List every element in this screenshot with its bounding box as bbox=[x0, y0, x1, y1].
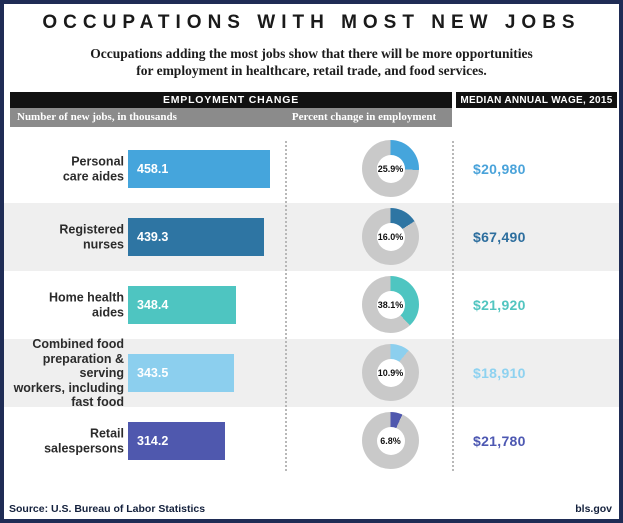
page-title: OCCUPATIONS WITH MOST NEW JOBS bbox=[42, 12, 581, 33]
jobs-bar: 343.5 bbox=[128, 354, 235, 392]
jobs-bar: 458.1 bbox=[128, 150, 270, 188]
wage-value: $21,780 bbox=[473, 433, 526, 449]
percent-donut: 16.0% bbox=[362, 208, 419, 265]
percent-donut: 38.1% bbox=[362, 276, 419, 333]
subtitle: Occupations adding the most jobs show th… bbox=[4, 45, 619, 79]
occupation-row: Home health aides 348.4 38.1% $21,920 bbox=[4, 271, 619, 339]
occupation-label: Retail salespersons bbox=[44, 426, 124, 456]
wage-value: $21,920 bbox=[473, 297, 526, 313]
jobs-bar: 439.3 bbox=[128, 218, 265, 256]
occupation-label: Personal care aides bbox=[62, 154, 124, 184]
donut-hole: 38.1% bbox=[376, 290, 405, 319]
jobs-bar-value: 314.2 bbox=[137, 434, 169, 448]
jobs-bar: 314.2 bbox=[128, 422, 226, 460]
jobs-bar-value: 439.3 bbox=[137, 230, 169, 244]
occupation-row: Combined food preparation & serving work… bbox=[4, 336, 619, 409]
jobs-bar-value: 458.1 bbox=[137, 162, 169, 176]
donut-hole: 10.9% bbox=[376, 358, 405, 387]
percent-label: 38.1% bbox=[376, 299, 405, 310]
column-divider-right bbox=[452, 141, 454, 471]
wage-value: $20,980 bbox=[473, 161, 526, 177]
percent-donut: 25.9% bbox=[362, 140, 419, 197]
jobs-bar: 348.4 bbox=[128, 286, 236, 324]
jobs-column-header: Number of new jobs, in thousands bbox=[17, 111, 177, 123]
donut-hole: 16.0% bbox=[376, 222, 405, 251]
occupation-row: Retail salespersons 314.2 6.8% $21,780 bbox=[4, 407, 619, 475]
percent-label: 6.8% bbox=[379, 435, 402, 446]
occupation-row: Registered nurses 439.3 16.0% $67,490 bbox=[4, 203, 619, 271]
percent-donut: 10.9% bbox=[362, 344, 419, 401]
column-divider-left bbox=[285, 141, 287, 471]
source-credit: Source: U.S. Bureau of Labor Statistics bbox=[9, 503, 206, 515]
jobs-bar-value: 348.4 bbox=[137, 298, 169, 312]
subtitle-line-2: for employment in healthcare, retail tra… bbox=[136, 63, 487, 78]
wage-value: $67,490 bbox=[473, 229, 526, 245]
occupation-label: Combined food preparation & serving work… bbox=[13, 336, 124, 409]
employment-change-header: EMPLOYMENT CHANGE bbox=[10, 92, 452, 108]
percent-column-header: Percent change in employment bbox=[291, 111, 437, 123]
wage-value: $18,910 bbox=[473, 365, 526, 381]
donut-hole: 6.8% bbox=[376, 426, 405, 455]
occupation-label: Home health aides bbox=[48, 290, 124, 320]
percent-label: 16.0% bbox=[376, 231, 405, 242]
median-wage-header: MEDIAN ANNUAL WAGE, 2015 bbox=[456, 92, 617, 108]
occupation-label: Registered nurses bbox=[59, 222, 124, 252]
subheader-bar: Number of new jobs, in thousands Percent… bbox=[10, 108, 452, 127]
bls-site-label: bls.gov bbox=[575, 503, 612, 515]
rows: Personal care aides 458.1 25.9% $20,980 Regi… bbox=[4, 135, 619, 475]
footer: Source: U.S. Bureau of Labor Statistics … bbox=[4, 503, 619, 519]
percent-label: 10.9% bbox=[376, 367, 405, 378]
percent-label: 25.9% bbox=[376, 163, 405, 174]
donut-hole: 25.9% bbox=[376, 154, 405, 183]
jobs-bar-value: 343.5 bbox=[137, 366, 169, 380]
occupation-row: Personal care aides 458.1 25.9% $20,980 bbox=[4, 135, 619, 203]
subtitle-line-1: Occupations adding the most jobs show th… bbox=[90, 46, 533, 61]
percent-donut: 6.8% bbox=[362, 412, 419, 469]
